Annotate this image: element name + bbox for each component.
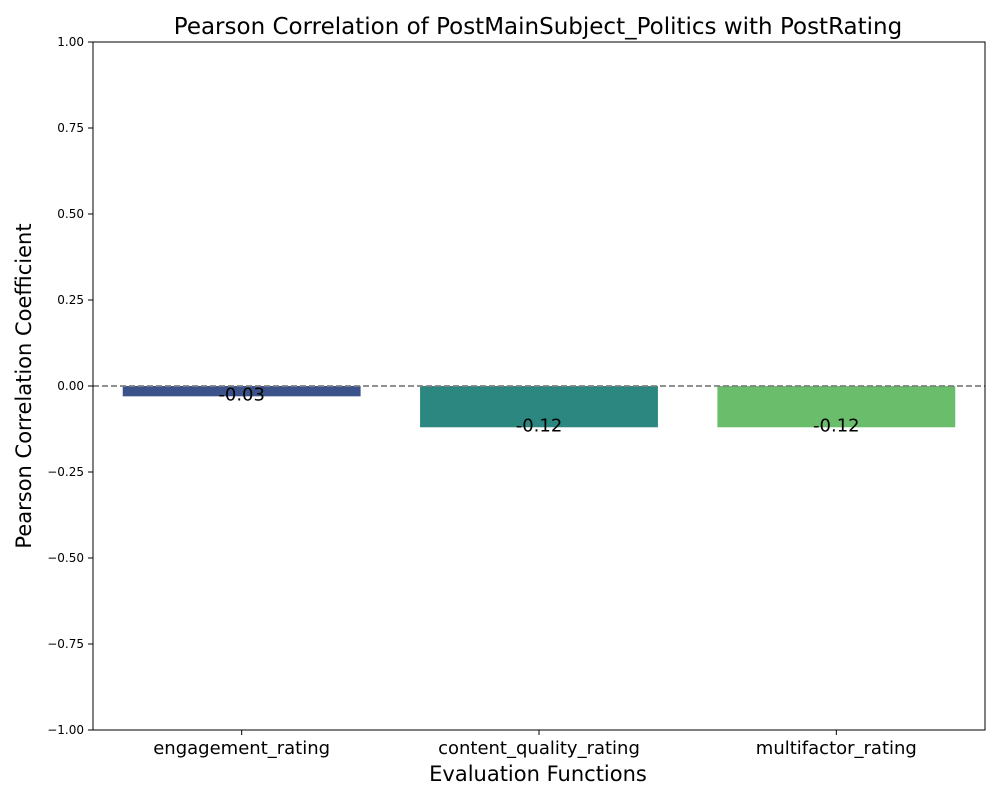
y-tick-label: 0.00 — [57, 379, 84, 393]
y-tick-label: −0.50 — [47, 551, 84, 565]
bar-value-label: -0.12 — [516, 415, 563, 436]
bar-value-label: -0.03 — [218, 384, 265, 405]
x-axis-label: Evaluation Functions — [429, 762, 647, 786]
x-tick-label: content_quality_rating — [438, 738, 640, 759]
bar — [420, 386, 658, 428]
x-tick-label: multifactor_rating — [756, 738, 917, 759]
y-tick-label: −1.00 — [47, 723, 84, 737]
bar-value-label: -0.12 — [813, 415, 860, 436]
plot-area: −1.00 −0.75 −0.50 −0.25 0.00 0.25 0.50 0.75 1.00… — [47, 35, 986, 759]
y-axis-label: Pearson Correlation Coefficient — [12, 223, 36, 548]
y-tick-label: 0.25 — [57, 293, 84, 307]
chart-title: Pearson Correlation of PostMainSubject_P… — [174, 14, 902, 40]
bar — [122, 386, 361, 397]
bar — [717, 386, 956, 428]
y-tick-label: 0.75 — [57, 121, 84, 135]
x-tick-label: engagement_rating — [153, 738, 330, 759]
y-tick-label: 0.50 — [57, 207, 84, 221]
y-tick-label: −0.25 — [47, 465, 84, 479]
y-tick-label: 1.00 — [57, 35, 84, 49]
plot-frame — [92, 41, 986, 731]
y-tick-label: −0.75 — [47, 637, 84, 651]
